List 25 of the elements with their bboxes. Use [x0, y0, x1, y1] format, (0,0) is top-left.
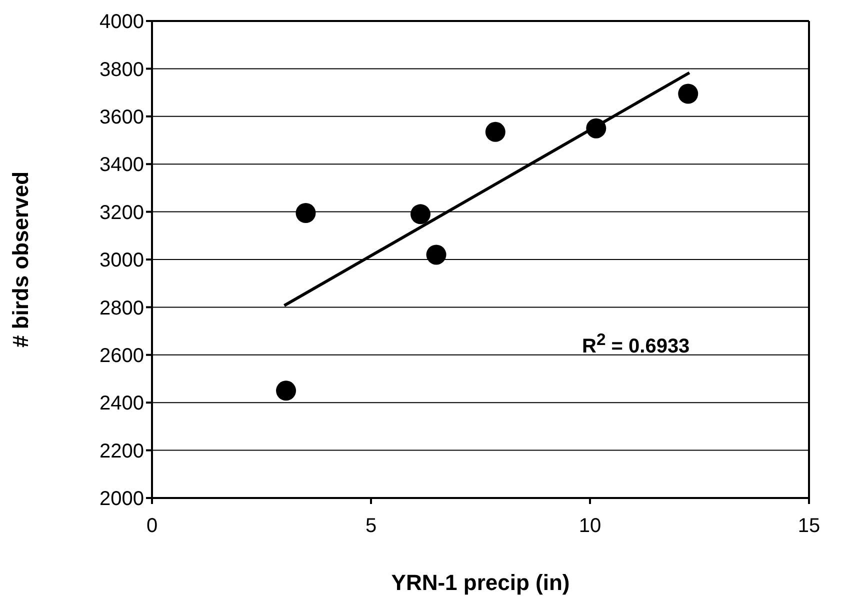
x-tick-label: 0 [146, 515, 158, 538]
point [426, 244, 446, 265]
y-tick-label: 2600 [100, 345, 144, 367]
x-tick-label: 5 [365, 515, 377, 538]
y-tick-label: 3400 [100, 154, 144, 176]
y-tick-label: 2800 [100, 297, 144, 320]
y-tick-label: 3800 [100, 58, 144, 81]
point [485, 122, 506, 142]
point [410, 204, 430, 224]
y-tick-label: 2400 [100, 392, 144, 415]
point [678, 84, 698, 104]
point [276, 380, 296, 401]
y-axis-title: # birds observed [8, 171, 33, 348]
point [296, 202, 316, 223]
y-tick-label: 3600 [100, 106, 144, 128]
point [586, 118, 606, 138]
y-tick-label: 3200 [100, 202, 144, 224]
annotation: R$^{2}$ = 0.6933 [582, 330, 690, 359]
x-axis-title: YRN-1 precip (in) [391, 570, 570, 595]
x-tick-label: 15 [798, 515, 820, 538]
y-tick-label: 4000 [100, 11, 144, 34]
y-tick-label: 3000 [100, 250, 144, 272]
y-tick-label: 2000 [100, 488, 144, 510]
y-tick-label: 2200 [100, 440, 144, 462]
x-tick-label: 10 [578, 515, 602, 538]
